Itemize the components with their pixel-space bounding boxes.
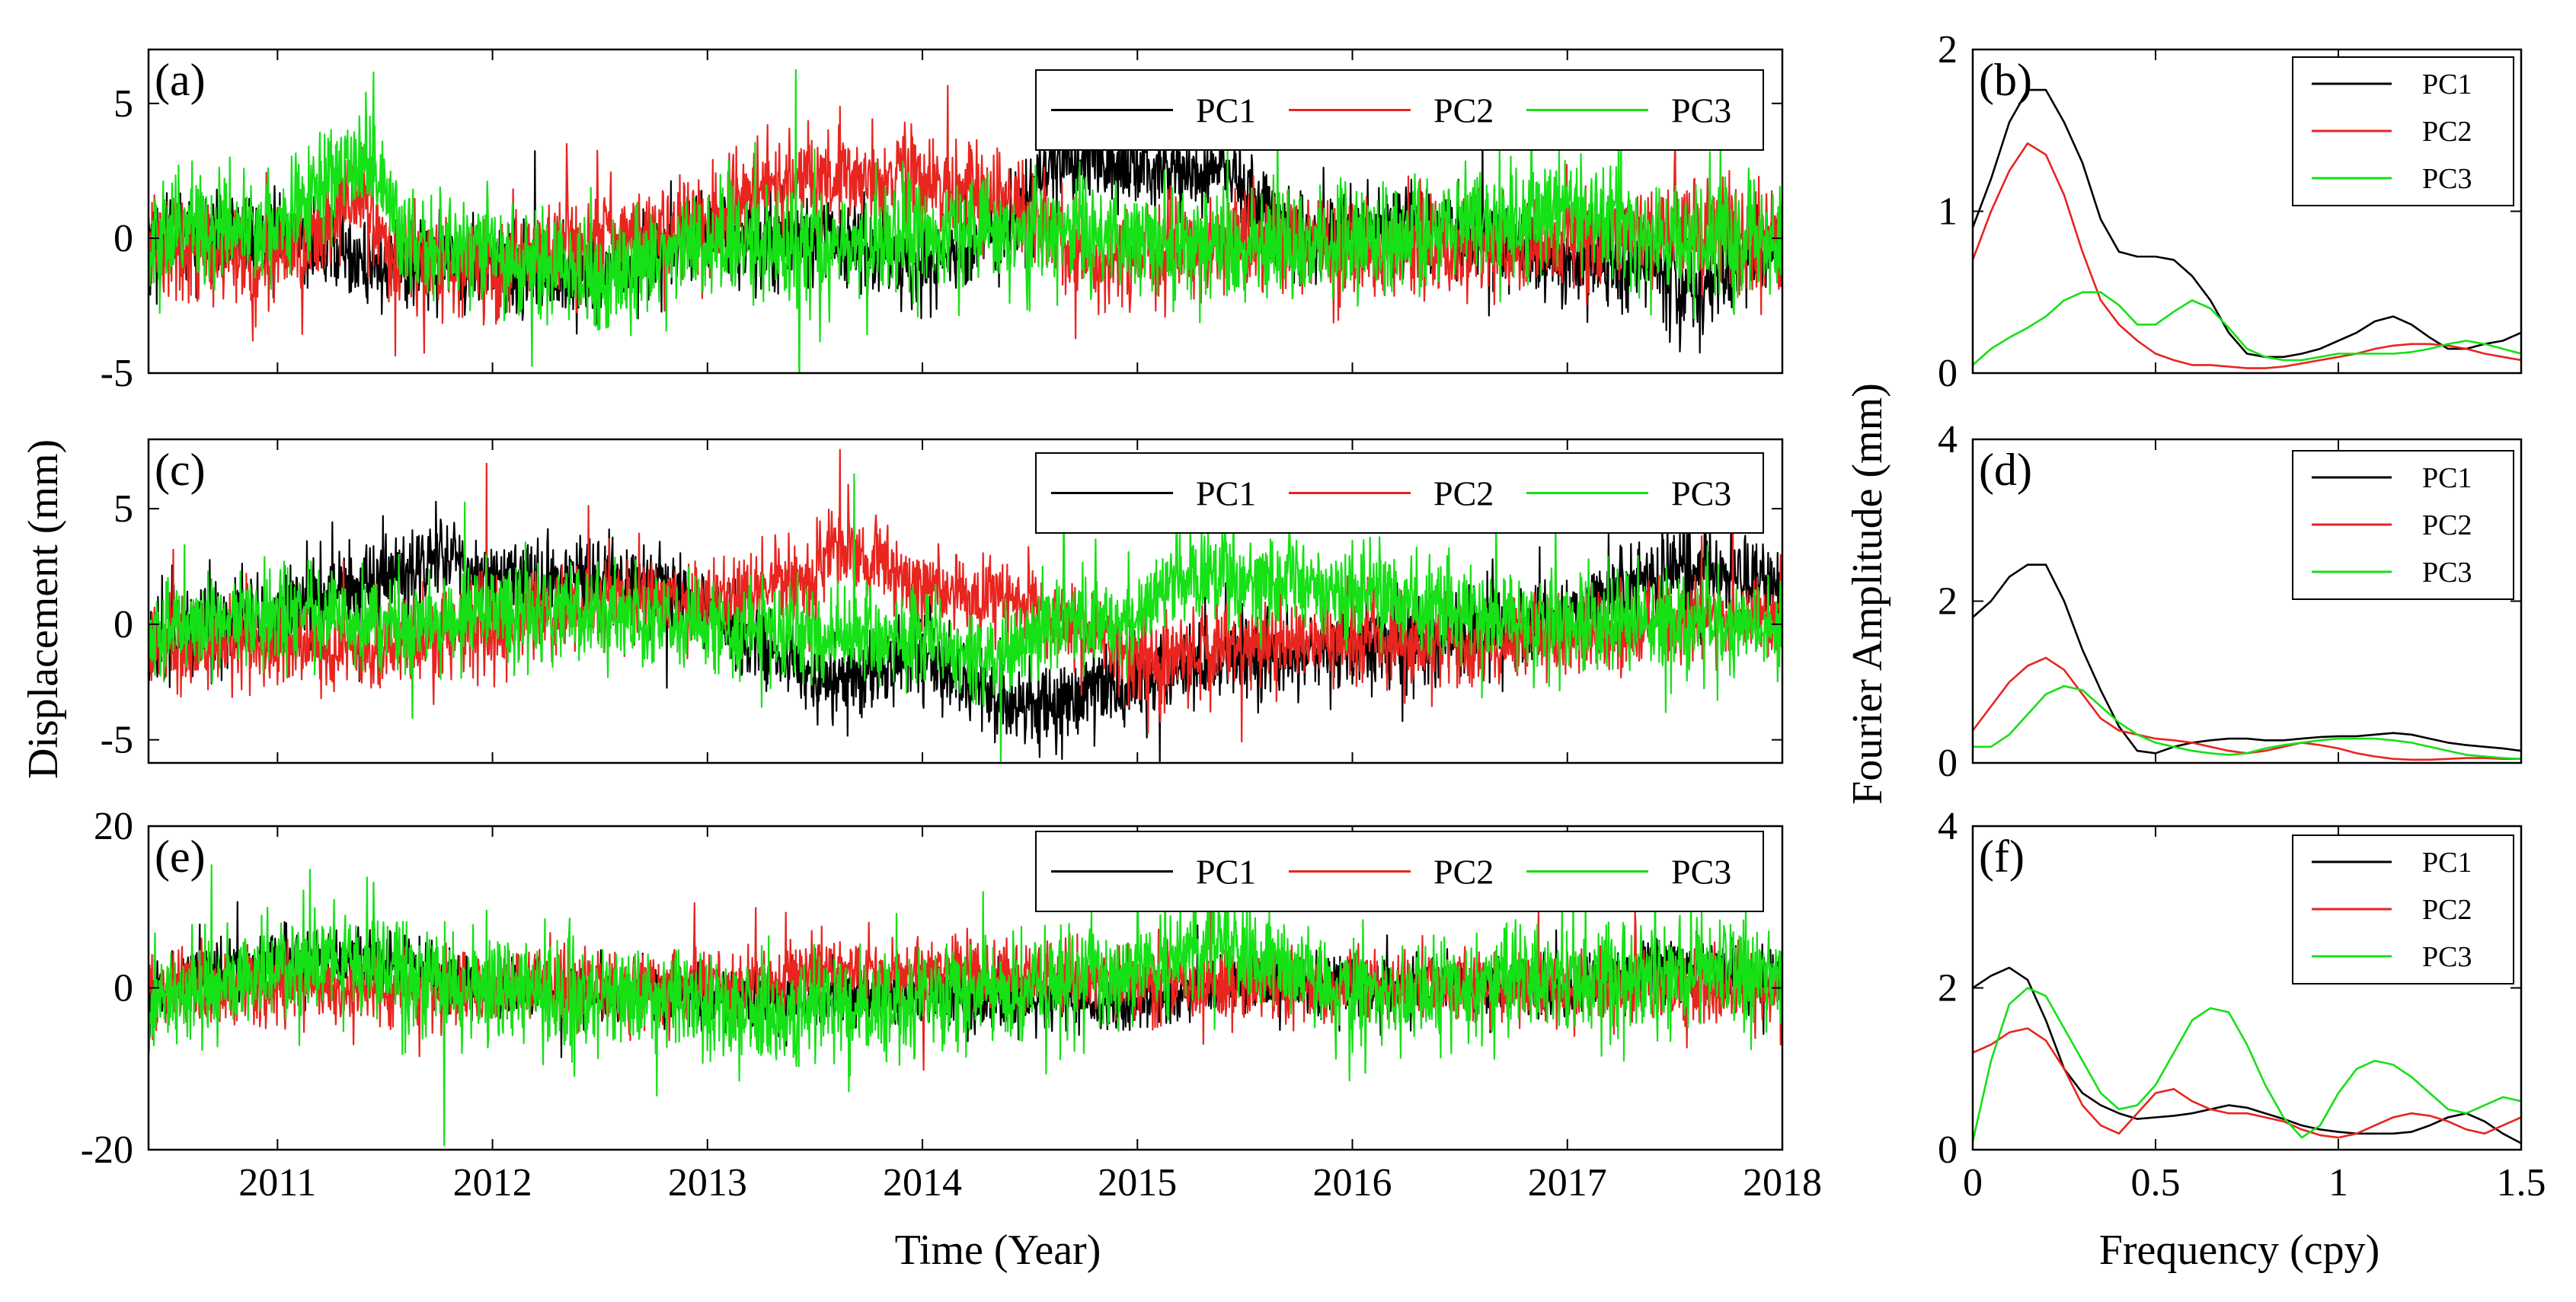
y-tick-label: 0 bbox=[1938, 742, 1958, 785]
series-line-pc3 bbox=[149, 857, 1782, 1147]
series-line-pc1 bbox=[1973, 88, 2521, 359]
y-tick-label: -5 bbox=[101, 719, 133, 762]
series-line-pc3 bbox=[1973, 291, 2521, 366]
legend: PC1 PC2 PC3 bbox=[1035, 69, 1764, 151]
right-ylabel: Fourier Amplitude (mm) bbox=[1844, 383, 1891, 805]
left-xlabel: Time (Year) bbox=[895, 1227, 1101, 1274]
panel-label: (e) bbox=[155, 831, 206, 882]
y-tick-label: -5 bbox=[101, 352, 133, 395]
x-tick-label: 2012 bbox=[453, 1161, 532, 1205]
y-tick-label: 1 bbox=[1938, 190, 1958, 234]
axes-frame bbox=[147, 48, 1784, 375]
y-tick-label: 20 bbox=[94, 805, 133, 848]
x-tick-label: 2016 bbox=[1313, 1161, 1392, 1205]
legend-label-pc3: PC3 bbox=[2422, 941, 2472, 973]
legend-label-pc1: PC1 bbox=[2422, 462, 2472, 494]
legend-label-pc2: PC2 bbox=[1433, 853, 1494, 892]
x-tick-label: 2011 bbox=[238, 1161, 316, 1205]
y-tick-label: 0 bbox=[113, 967, 133, 1010]
x-tick-label: 2015 bbox=[1098, 1161, 1177, 1205]
left-ylabel: Displacement (mm) bbox=[20, 439, 67, 779]
series-group bbox=[1973, 966, 2521, 1144]
series-line-pc3 bbox=[149, 473, 1782, 763]
y-tick-label: 0 bbox=[113, 217, 133, 260]
panel-f: 0 0.5 1 1.5 0 2 4 (f) PC1 PC2 PC3 bbox=[1938, 805, 2546, 1205]
panel-label: (a) bbox=[155, 55, 206, 105]
y-tick-label: -20 bbox=[81, 1128, 133, 1172]
series-line-pc3 bbox=[149, 69, 1782, 373]
x-tick-label: 2014 bbox=[883, 1161, 962, 1205]
panel-c: -5 0 5 (c) PC1 PC2 PC3 bbox=[101, 438, 1784, 764]
legend-label-pc2: PC2 bbox=[1433, 91, 1494, 130]
series-group bbox=[1973, 88, 2521, 369]
x-tick-label: 0 bbox=[1963, 1161, 1983, 1205]
legend-label-pc1: PC1 bbox=[1196, 91, 1256, 130]
x-tick-label: 1 bbox=[2328, 1161, 2348, 1205]
y-tick-label: 5 bbox=[113, 487, 133, 531]
legend-label-pc2: PC2 bbox=[2422, 116, 2472, 148]
legend-label-pc1: PC1 bbox=[1196, 853, 1256, 892]
series-line-pc3 bbox=[1973, 685, 2521, 760]
legend-label-pc1: PC1 bbox=[2422, 847, 2472, 879]
right-xlabel: Frequency (cpy) bbox=[2099, 1227, 2380, 1274]
series-group bbox=[149, 448, 1782, 763]
legend-label-pc3: PC3 bbox=[2422, 557, 2472, 589]
legend: PC1 PC2 PC3 bbox=[2292, 56, 2514, 206]
y-tick-label: 4 bbox=[1938, 805, 1958, 848]
legend-label-pc3: PC3 bbox=[1671, 853, 1731, 892]
legend: PC1 PC2 PC3 bbox=[1035, 452, 1764, 534]
y-tick-label: 0 bbox=[1938, 352, 1958, 395]
legend-label-pc2: PC2 bbox=[2422, 894, 2472, 926]
panel-e: 2011 2012 2013 2014 2015 2016 2017 2018 -20 0 20 (e… bbox=[81, 805, 1822, 1205]
legend-label-pc1: PC1 bbox=[1196, 474, 1256, 513]
y-tick-label: 2 bbox=[1938, 967, 1958, 1010]
legend: PC1 PC2 PC3 bbox=[2292, 450, 2514, 600]
y-tick-label: 0 bbox=[1938, 1128, 1958, 1172]
legend: PC1 PC2 PC3 bbox=[1035, 831, 1764, 912]
series-group bbox=[149, 69, 1782, 373]
legend-label-pc3: PC3 bbox=[2422, 163, 2472, 195]
legend-label-pc3: PC3 bbox=[1671, 474, 1731, 513]
series-line-pc3 bbox=[1973, 987, 2521, 1142]
y-tick-label: 4 bbox=[1938, 418, 1958, 461]
legend-label-pc1: PC1 bbox=[2422, 69, 2472, 101]
panel-label: (d) bbox=[1979, 445, 2032, 495]
legend-label-pc3: PC3 bbox=[1671, 91, 1731, 130]
x-tick-label: 2013 bbox=[668, 1161, 747, 1205]
series-line-pc2 bbox=[149, 85, 1782, 357]
legend: PC1 PC2 PC3 bbox=[2292, 834, 2514, 984]
panel-label: (f) bbox=[1979, 831, 2025, 882]
series-group bbox=[149, 855, 1782, 1147]
legend-label-pc2: PC2 bbox=[2422, 509, 2472, 541]
panel-label: (b) bbox=[1979, 55, 2032, 105]
series-line-pc2 bbox=[1973, 1027, 2521, 1139]
panel-label: (c) bbox=[155, 445, 206, 495]
panel-b: 0 1 2 (b) PC1 PC2 PC3 bbox=[1938, 28, 2523, 395]
axes-frame bbox=[147, 438, 1784, 764]
x-tick-label: 2017 bbox=[1528, 1161, 1607, 1205]
panel-a: -5 0 5 (a) PC1 PC2 PC3 bbox=[101, 48, 1784, 395]
series-line-pc1 bbox=[1973, 563, 2521, 755]
x-tick-label: 2018 bbox=[1743, 1161, 1822, 1205]
panel-d: 0 2 4 (d) PC1 PC2 PC3 bbox=[1938, 418, 2523, 785]
y-tick-label: 0 bbox=[113, 603, 133, 646]
series-group bbox=[1973, 563, 2521, 761]
x-tick-label: 1.5 bbox=[2497, 1161, 2546, 1205]
series-line-pc2 bbox=[1973, 142, 2521, 369]
y-tick-label: 5 bbox=[113, 82, 133, 126]
x-tick-label: 0.5 bbox=[2131, 1161, 2181, 1205]
legend-label-pc2: PC2 bbox=[1433, 474, 1494, 513]
y-tick-label: 2 bbox=[1938, 28, 1958, 72]
y-tick-label: 2 bbox=[1938, 580, 1958, 624]
